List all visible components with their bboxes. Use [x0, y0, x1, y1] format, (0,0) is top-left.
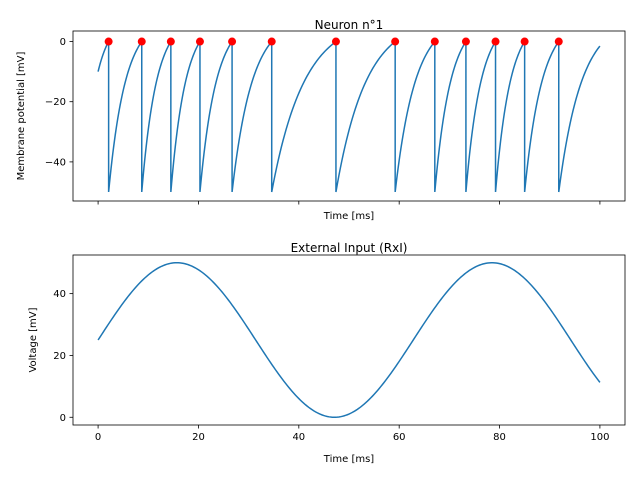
- spike-marker: [391, 37, 400, 46]
- x-tick-label: 80: [493, 432, 506, 443]
- y-axis-label: Membrane potential [mV]: [16, 51, 27, 180]
- external-input-line: [97, 261, 601, 419]
- spike-marker: [430, 37, 439, 46]
- y-axis: 0 −20 −40: [45, 37, 73, 168]
- x-tick-label: 100: [590, 432, 609, 443]
- y-axis: 0 20 40: [53, 289, 73, 424]
- y-tick-label: 0: [60, 37, 66, 48]
- plot-frame: [72, 254, 626, 426]
- spike-marker: [137, 37, 146, 46]
- y-tick-label: 40: [53, 289, 66, 300]
- chart-title: Neuron n°1: [315, 18, 384, 32]
- x-axis: [97, 201, 601, 205]
- spike-marker: [195, 37, 204, 46]
- plot-area: [97, 261, 601, 419]
- y-tick-label: 0: [60, 413, 66, 424]
- plot-area: [97, 37, 601, 193]
- membrane-potential-panel: Neuron n°1 0 −20 −40 Time [ms] Membrane po…: [16, 18, 626, 222]
- membrane-potential-line: [97, 38, 601, 193]
- y-tick-label: −40: [45, 157, 66, 168]
- spike-marker: [554, 37, 563, 46]
- x-tick-label: 60: [393, 432, 406, 443]
- x-tick-label: 40: [292, 432, 305, 443]
- spike-marker: [331, 37, 340, 46]
- y-tick-label: 20: [53, 351, 66, 362]
- spike-marker: [228, 37, 237, 46]
- x-axis-label: Time [ms]: [323, 211, 375, 222]
- x-axis-label: Time [ms]: [323, 454, 375, 465]
- spike-marker: [104, 37, 113, 46]
- plot-frame: [72, 30, 626, 202]
- spike-marker: [267, 37, 276, 46]
- x-axis: 0 20 40 60 80 100: [95, 425, 609, 443]
- x-tick-label: 20: [192, 432, 205, 443]
- chart-title: External Input (RxI): [291, 241, 408, 255]
- external-input-panel: External Input (RxI) 0 20 40 60 80 100 02040 …: [28, 241, 626, 465]
- y-tick-label: −20: [45, 97, 66, 108]
- y-axis-label: Voltage [mV]: [28, 307, 39, 372]
- x-tick-label: 0: [95, 432, 101, 443]
- spike-marker: [520, 37, 529, 46]
- spike-marker: [461, 37, 470, 46]
- spike-marker: [491, 37, 500, 46]
- spike-marker: [166, 37, 175, 46]
